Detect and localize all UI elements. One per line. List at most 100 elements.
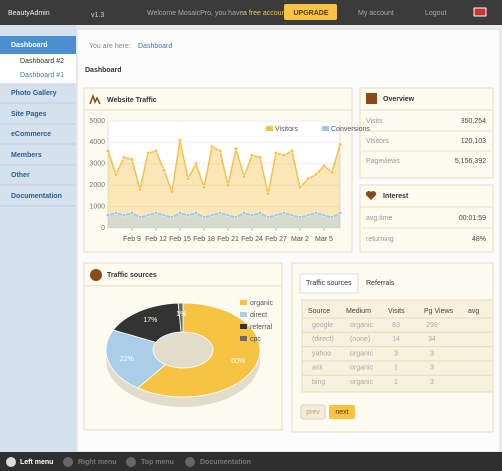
legend-label: referral bbox=[250, 324, 273, 331]
bottom-menu[interactable]: Left menu bbox=[20, 459, 53, 466]
column-header: Source bbox=[308, 308, 330, 315]
bottom-menu[interactable]: Right menu bbox=[78, 459, 117, 466]
panel-title: Overview bbox=[383, 96, 415, 103]
stat-value: 00:01:59 bbox=[459, 215, 486, 222]
submenu-item[interactable]: Dashboard #1 bbox=[20, 72, 64, 79]
stat-label: Visits bbox=[366, 118, 383, 125]
next-label[interactable]: next bbox=[335, 409, 348, 416]
data-point bbox=[121, 155, 127, 160]
data-point bbox=[329, 215, 335, 220]
stat-value: 48% bbox=[472, 236, 486, 243]
column-header: avg bbox=[468, 308, 479, 315]
table-box bbox=[301, 299, 494, 393]
cell: organic bbox=[350, 365, 373, 372]
legend-swatch bbox=[322, 126, 329, 131]
legend-swatch bbox=[240, 324, 247, 329]
overview-panel bbox=[359, 87, 494, 179]
pie-slice bbox=[136, 302, 261, 398]
brand[interactable]: BeautyAdmin bbox=[8, 10, 50, 17]
prev-button[interactable] bbox=[300, 404, 326, 420]
legend-swatch bbox=[240, 312, 247, 317]
data-point bbox=[233, 215, 239, 220]
data-point bbox=[145, 151, 151, 156]
logout[interactable]: Logout bbox=[425, 10, 446, 17]
cell: 3 bbox=[394, 350, 398, 357]
menu-item[interactable]: Members bbox=[11, 152, 42, 159]
data-point bbox=[169, 215, 175, 220]
flag-icon[interactable] bbox=[473, 7, 487, 17]
x-tick-label: Feb 27 bbox=[265, 236, 287, 243]
account-type[interactable]: a free account bbox=[243, 10, 287, 17]
x-tick-label: Feb 15 bbox=[169, 236, 191, 243]
upgrade-button[interactable] bbox=[284, 4, 337, 20]
data-point bbox=[233, 146, 239, 151]
sidebar bbox=[0, 25, 76, 452]
stat-label: returning bbox=[366, 236, 394, 243]
legend-swatch bbox=[240, 336, 247, 341]
menu-item[interactable]: eCommerce bbox=[11, 131, 51, 138]
data-point bbox=[105, 148, 111, 154]
legend-label: Visitors bbox=[275, 126, 298, 133]
menu-item[interactable]: Dashboard bbox=[11, 42, 48, 49]
page-title: Dashboard bbox=[85, 67, 122, 74]
data-point bbox=[313, 210, 319, 216]
tab[interactable]: Traffic sources bbox=[306, 280, 352, 287]
cell: yahoo bbox=[312, 350, 331, 357]
legend-label: organic bbox=[250, 300, 273, 307]
breadcrumb-current[interactable]: Dashboard bbox=[138, 43, 172, 50]
next-button[interactable] bbox=[329, 405, 355, 419]
data-point bbox=[321, 213, 327, 218]
y-tick-label: 1000 bbox=[89, 203, 105, 210]
icon bbox=[185, 457, 195, 467]
cell: (none) bbox=[350, 336, 370, 343]
legend-label: cpc bbox=[250, 336, 261, 343]
data-point bbox=[193, 210, 199, 216]
data-point bbox=[329, 170, 335, 175]
prev-label[interactable]: prev bbox=[306, 409, 320, 416]
sources-icon bbox=[90, 269, 102, 281]
cell: 1 bbox=[394, 379, 398, 386]
slice-label: 60% bbox=[231, 358, 245, 365]
data-point bbox=[281, 153, 287, 158]
top-bar bbox=[0, 0, 502, 25]
submenu-item[interactable]: Dashboard #2 bbox=[20, 58, 64, 65]
welcome: Welcome MosaicPro, you have bbox=[147, 10, 243, 17]
cell: (direct) bbox=[312, 336, 334, 343]
legend-label: direct bbox=[250, 312, 267, 319]
slice-label: 22% bbox=[120, 356, 134, 363]
menu-item[interactable]: Documentation bbox=[11, 193, 62, 200]
my-account[interactable]: My account bbox=[358, 10, 394, 17]
menu-item[interactable]: Other bbox=[11, 172, 30, 179]
bottom-menu[interactable]: Top menu bbox=[141, 459, 174, 466]
stat-value: 5,156,392 bbox=[455, 158, 486, 165]
panel-title: Interest bbox=[383, 193, 409, 200]
menu-item[interactable]: Photo Gallery bbox=[11, 90, 57, 97]
cell: 3 bbox=[430, 350, 434, 357]
active-tab[interactable] bbox=[299, 273, 359, 294]
data-point bbox=[249, 153, 255, 158]
data-point bbox=[153, 148, 159, 154]
cell: organic bbox=[350, 379, 373, 386]
data-point bbox=[161, 213, 167, 218]
y-tick-label: 2000 bbox=[89, 182, 105, 189]
data-point bbox=[265, 215, 271, 220]
pie-slice bbox=[177, 302, 184, 333]
plot-area bbox=[107, 120, 341, 229]
x-tick-label: Feb 12 bbox=[145, 236, 167, 243]
data-point bbox=[209, 213, 215, 218]
upgrade-label[interactable]: UPGRADE bbox=[293, 10, 328, 17]
bottom-menu[interactable]: Documentation bbox=[200, 459, 251, 466]
pie-slice bbox=[105, 329, 167, 389]
tab[interactable]: Referrals bbox=[366, 280, 395, 287]
y-tick-label: 4000 bbox=[89, 139, 105, 146]
cell: 3 bbox=[430, 365, 434, 372]
data-point bbox=[241, 174, 247, 179]
menu-item[interactable]: Site Pages bbox=[11, 111, 47, 118]
active-item bbox=[0, 36, 76, 54]
stat-label: avg.time bbox=[366, 215, 393, 222]
data-point bbox=[305, 213, 311, 218]
cell: 1 bbox=[394, 365, 398, 372]
x-tick-label: Feb 18 bbox=[193, 236, 215, 243]
cell: 299 bbox=[426, 322, 438, 329]
